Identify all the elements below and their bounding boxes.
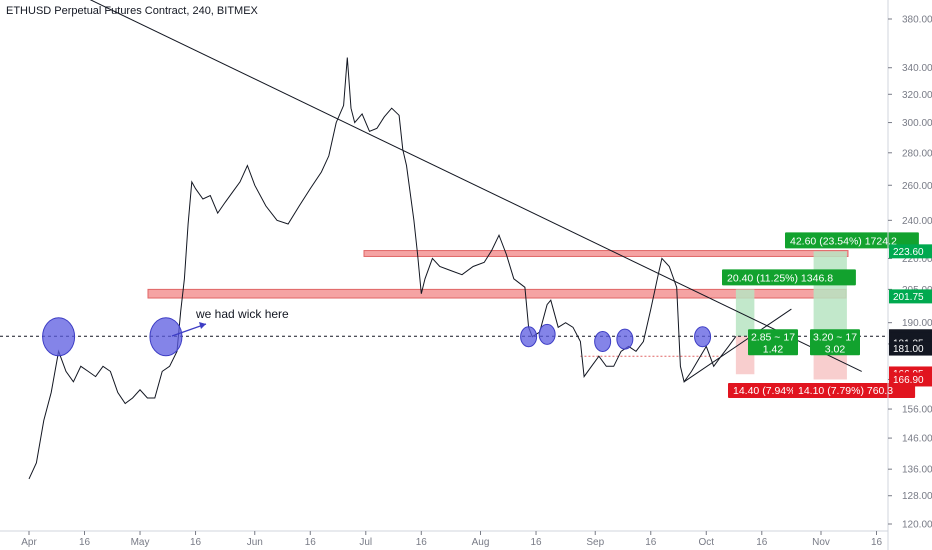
x-tick-label-9: Aug [472,537,490,548]
y-tick-label-2: 340.00 [902,63,932,74]
price-tag-label-1: 223.60 [893,247,924,258]
price-tag-8 [889,372,932,387]
highlight-marker-5 [594,331,612,353]
position-2-ratio-label: 3.20 ~ 17 [813,331,857,343]
x-tick-label-14: 16 [756,537,768,548]
position-1-ratio-box [748,329,798,356]
position-1-ratio-label: 2.85 ~ 17 [751,331,795,343]
y-tick-label-17: 120.00 [902,520,932,531]
annotation-arrowhead [199,322,206,329]
x-tick-label-8: 16 [416,537,428,548]
position-1-target-box [722,269,856,286]
position-2-stop-label: 14.10 (7.79%) 760.3 [798,385,893,397]
position-2-target-label: 42.60 (23.54%) 1724.2 [790,235,897,247]
position-1-target-label: 20.40 (11.25%) 1346.8 [727,272,833,284]
y-tick-label-15: 136.00 [902,465,932,476]
resistance-zone-1 [363,250,849,257]
y-tick-label-3: 320.00 [902,90,932,101]
position-1-stop-label: 14.40 (7.94%) [733,385,799,397]
price-tag-2 [889,289,932,304]
y-tick-label-14: 146.00 [902,434,932,445]
x-tick-label-13: Oct [698,537,714,548]
x-tick-label-11: Sep [586,537,604,548]
x-tick-label-10: 16 [530,537,542,548]
highlight-marker-3 [520,326,538,348]
price-tag-label-6: 181.00 [893,344,924,355]
y-tick-label-7: 240.00 [902,216,932,227]
y-tick-label-10: 190.00 [902,318,932,329]
highlight-marker-6 [616,328,634,350]
price-tag-6 [889,341,932,356]
highlight-marker-7 [694,326,712,348]
x-tick-label-2: 16 [79,537,91,548]
x-tick-label-16: 16 [871,537,883,548]
price-tag-1 [889,244,932,259]
x-tick-label-3: May [131,537,150,548]
x-tick-label-12: 16 [645,537,657,548]
y-tick-label-6: 260.00 [902,181,932,192]
annotation-text: we had wick here [195,307,289,321]
x-tick-label-6: 16 [305,537,317,548]
x-tick-label-15: Nov [812,537,830,548]
highlight-marker-4 [538,323,556,345]
chart-title: ETHUSD Perpetual Futures Contract, 240, … [6,5,259,17]
y-tick-label-8: 220.00 [902,254,932,265]
position-2-ratio-value: 3.02 [825,343,846,355]
highlight-marker-1 [42,317,76,357]
trend-line-2 [683,308,792,383]
x-tick-label-7: Jul [359,537,372,548]
y-tick-label-16: 128.00 [902,491,932,502]
y-tick-label-4: 300.00 [902,118,932,129]
position-2-target-box [785,232,919,249]
position-2-ratio-box [810,329,860,356]
price-line [28,57,737,480]
x-tick-label-4: 16 [190,537,202,548]
position-2-profit-zone [813,251,847,337]
position-1-ratio-value: 1.42 [763,343,784,355]
price-tag-label-8: 166.90 [893,375,924,386]
position-1-profit-zone [735,289,755,337]
y-tick-label-1: 380.00 [902,15,932,26]
x-tick-label-5: Jun [247,537,263,548]
y-tick-label-5: 280.00 [902,148,932,159]
price-tag-label-2: 201.75 [893,292,924,303]
y-tick-label-13: 156.00 [902,405,932,416]
position-2-stop-box [793,383,916,398]
highlight-marker-2 [149,317,183,357]
trend-line-1 [89,0,862,372]
x-tick-label-1: Apr [21,537,37,548]
